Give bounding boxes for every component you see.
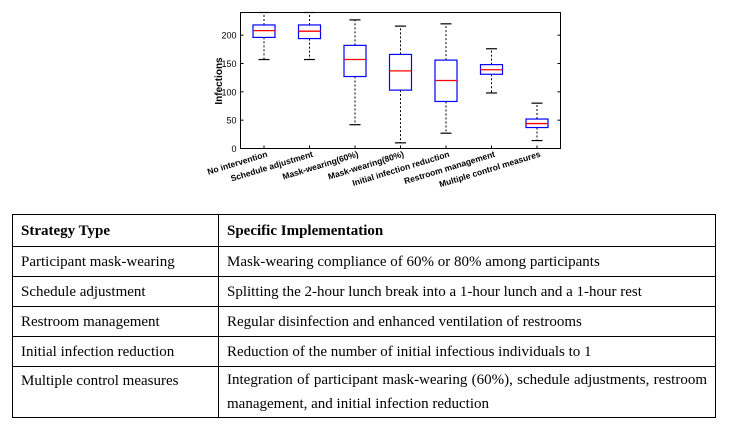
box-4 (388, 25, 413, 149)
table-row: Restroom management Regular disinfection… (12, 306, 716, 337)
y-axis-label: Infections (214, 57, 225, 105)
implementation-cell: Mask-wearing compliance of 60% or 80% am… (218, 246, 716, 277)
implementation-cell: Integration of participant mask-wearing … (218, 366, 716, 418)
implementation-cell: Reduction of the number of initial infec… (218, 336, 716, 367)
strategy-type-cell: Schedule adjustment (12, 276, 219, 307)
strategy-type-cell: Restroom management (12, 306, 219, 337)
table-row: Initial infection reduction Reduction of… (12, 336, 716, 367)
box-7 (525, 102, 549, 149)
implementation-cell: Regular disinfection and enhanced ventil… (218, 306, 716, 337)
y-tick-label: 0 (231, 144, 236, 154)
iqr-box (343, 44, 367, 78)
table-row: Multiple control measures Integration of… (12, 366, 716, 418)
table-header-row: Strategy Type Specific Implementation (12, 214, 716, 247)
strategy-type-cell: Initial infection reduction (12, 336, 219, 367)
implementation-cell: Splitting the 2-hour lunch break into a … (218, 276, 716, 307)
strategy-type-cell: Multiple control measures (12, 366, 219, 418)
y-tick-label: 50 (226, 116, 236, 126)
boxes-layer (252, 11, 549, 149)
y-axis: 0 50 100 150 200 (221, 31, 561, 154)
table-row: Participant mask-wearing Mask-wearing co… (12, 246, 716, 277)
y-tick-label: 150 (221, 59, 236, 69)
header-specific-implementation: Specific Implementation (218, 214, 716, 247)
box-3 (343, 19, 367, 149)
box-1 (252, 11, 276, 149)
boxplot-figure: 0 50 100 150 200 Infections No interventionS… (206, 11, 561, 189)
strategy-type-cell: Participant mask-wearing (12, 246, 219, 277)
box-5 (434, 23, 458, 149)
iqr-box (388, 53, 413, 91)
strategy-table: Strategy Type Specific Implementation Pa… (12, 214, 716, 418)
table-row: Schedule adjustment Splitting the 2-hour… (12, 276, 716, 307)
y-tick-label: 100 (221, 87, 236, 97)
box-2 (297, 11, 322, 149)
y-tick-label: 200 (221, 31, 236, 41)
box-6 (479, 48, 504, 149)
header-strategy-type: Strategy Type (12, 214, 219, 247)
